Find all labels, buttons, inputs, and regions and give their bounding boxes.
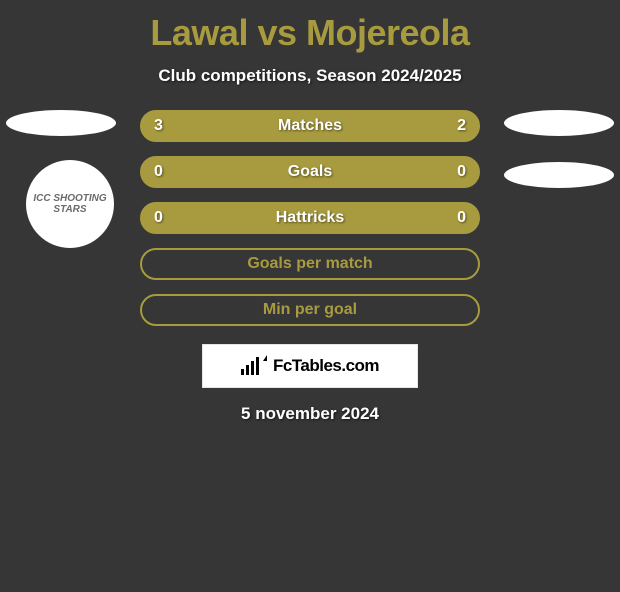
stat-left-value: 0 <box>154 209 163 227</box>
stat-right-value: 0 <box>457 209 466 227</box>
stat-row-goals: 0 Goals 0 <box>140 156 480 188</box>
club-badge: ICC SHOOTING STARS <box>26 160 114 248</box>
stat-label: Matches <box>278 117 342 135</box>
club-badge-text: ICC SHOOTING STARS <box>32 193 108 215</box>
stat-row-goals-per-match: Goals per match <box>140 248 480 280</box>
subtitle: Club competitions, Season 2024/2025 <box>0 66 620 86</box>
chart-icon <box>241 357 259 375</box>
stat-rows: 3 Matches 2 0 Goals 0 0 Hattricks 0 Goal… <box>140 110 480 326</box>
stat-row-matches: 3 Matches 2 <box>140 110 480 142</box>
brand-text: FcTables.com <box>273 356 379 376</box>
stat-right-value: 0 <box>457 163 466 181</box>
stat-row-min-per-goal: Min per goal <box>140 294 480 326</box>
player-left-oval <box>6 110 116 136</box>
stat-row-hattricks: 0 Hattricks 0 <box>140 202 480 234</box>
player-right-oval <box>504 110 614 136</box>
stat-right-value: 2 <box>457 117 466 135</box>
player-right-oval-2 <box>504 162 614 188</box>
comparison-content: ICC SHOOTING STARS 3 Matches 2 0 Goals 0… <box>0 110 620 424</box>
stat-label: Min per goal <box>263 301 357 319</box>
brand-box: FcTables.com <box>202 344 418 388</box>
page-title: Lawal vs Mojereola <box>0 12 620 54</box>
stat-left-value: 3 <box>154 117 163 135</box>
chart-arrow-icon <box>263 355 267 361</box>
stat-label: Goals <box>288 163 332 181</box>
stat-label: Hattricks <box>276 209 344 227</box>
stat-left-value: 0 <box>154 163 163 181</box>
stat-label: Goals per match <box>247 255 372 273</box>
date-label: 5 november 2024 <box>0 404 620 424</box>
